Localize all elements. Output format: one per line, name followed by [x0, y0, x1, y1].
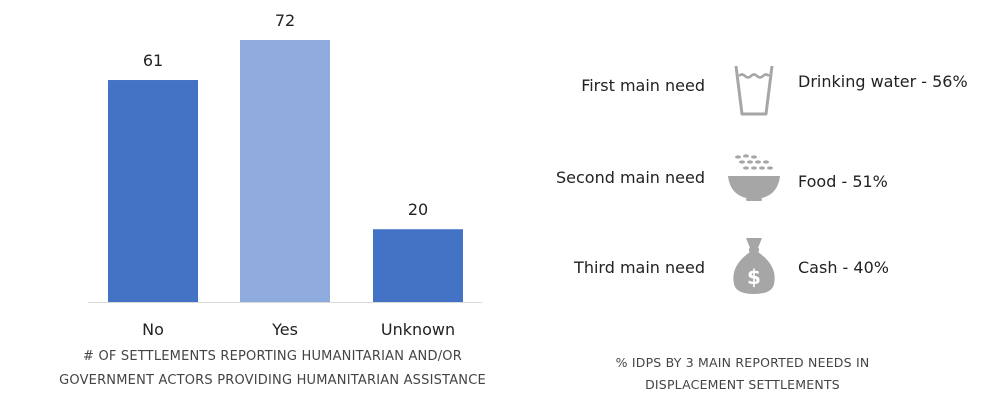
svg-text:$: $ — [747, 265, 761, 289]
need-row-third: Third main need $ Cash - 40% — [0, 236, 1002, 296]
money-bag-icon: $ — [722, 236, 786, 294]
bar-yes — [240, 40, 330, 302]
need-value-second: Food - 51% — [798, 172, 888, 191]
bar-value-label: 20 — [408, 200, 428, 219]
food-bowl-icon — [722, 150, 786, 206]
bar-chart-caption: # OF SETTLEMENTS REPORTING HUMANITARIAN … — [0, 345, 545, 393]
drinking-water-icon — [722, 62, 786, 118]
need-label-third: Third main need — [574, 258, 705, 277]
needs-caption-line-1: % IDPS BY 3 MAIN REPORTED NEEDS IN — [615, 355, 870, 370]
needs-caption: % IDPS BY 3 MAIN REPORTED NEEDS IN DISPL… — [540, 352, 945, 396]
category-label: No — [142, 320, 164, 339]
need-label-first: First main need — [581, 76, 705, 95]
bar-value-label: 72 — [275, 11, 295, 30]
need-value-first: Drinking water - 56% — [798, 72, 968, 91]
need-row-second: Second main need Food - 51% — [0, 150, 1002, 210]
bar-unknown — [373, 229, 463, 302]
bar-chart: 61 No 72 Yes 20 Unknown — [88, 11, 482, 339]
category-label: Yes — [271, 320, 298, 339]
bar-no — [108, 80, 198, 303]
needs-caption-line-2: DISPLACEMENT SETTLEMENTS — [645, 377, 840, 392]
need-row-first: First main need Drinking water - 56% — [0, 62, 1002, 122]
bar-value-label: 61 — [143, 51, 163, 70]
bar-chart-caption-line-1: # OF SETTLEMENTS REPORTING HUMANITARIAN … — [83, 349, 462, 364]
category-label: Unknown — [381, 320, 455, 339]
bar-chart-caption-line-2: GOVERNMENT ACTORS PROVIDING HUMANITARIAN… — [59, 373, 486, 388]
need-value-third: Cash - 40% — [798, 258, 889, 277]
need-label-second: Second main need — [555, 168, 705, 187]
